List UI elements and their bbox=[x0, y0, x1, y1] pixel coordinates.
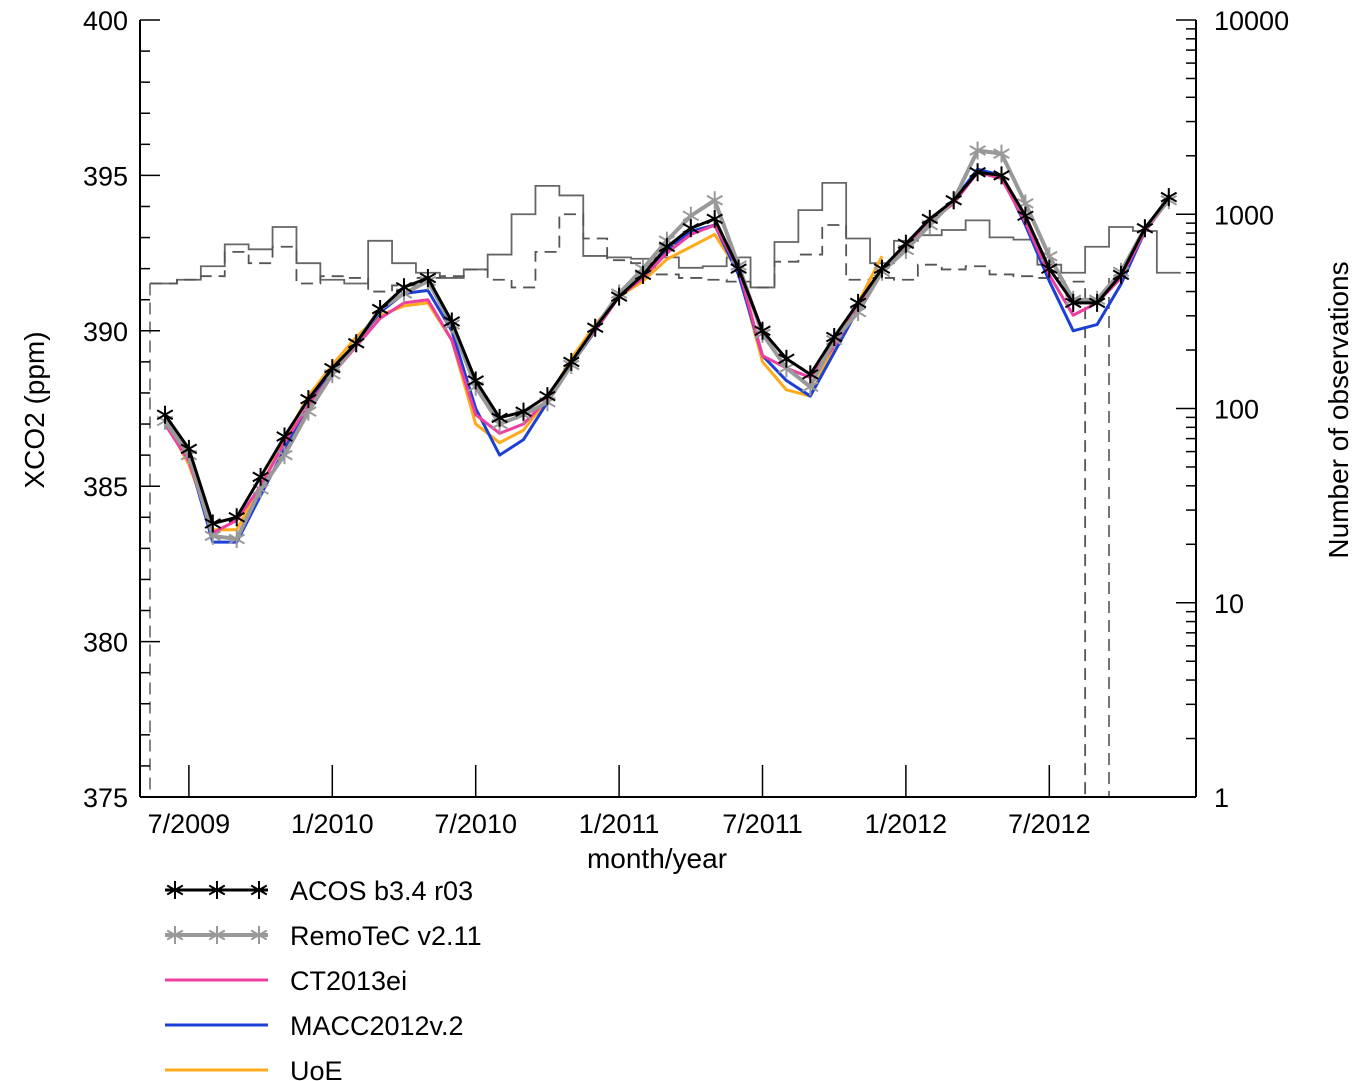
y-tick-label: 380 bbox=[83, 628, 128, 658]
series-marker-acos-b3-4-r03 bbox=[1112, 265, 1130, 284]
series-marker-acos-b3-4-r03 bbox=[419, 268, 437, 287]
series-marker-acos-b3-4-r03 bbox=[1160, 188, 1178, 207]
series-marker-remotec-v2-11 bbox=[969, 141, 986, 160]
series-marker-remotec-v2-11 bbox=[228, 530, 245, 549]
y-tick-label: 375 bbox=[83, 783, 128, 813]
series-line-ct2013ei bbox=[163, 170, 1170, 535]
series-marker-acos-b3-4-r03 bbox=[443, 312, 461, 331]
series-marker-acos-b3-4-r03 bbox=[347, 334, 365, 353]
y-tick-label: 385 bbox=[83, 472, 128, 502]
series-marker-acos-b3-4-r03 bbox=[825, 328, 843, 347]
series-marker-acos-b3-4-r03 bbox=[945, 191, 962, 210]
legend-marker-remotec-v2-11 bbox=[250, 926, 268, 944]
series-marker-acos-b3-4-r03 bbox=[897, 234, 915, 253]
y2-tick-label: 1 bbox=[1214, 783, 1229, 813]
x-tick-label: 1/2012 bbox=[865, 809, 948, 839]
series-marker-remotec-v2-11 bbox=[993, 144, 1010, 163]
legend-label-acos-b3-4-r03: ACOS b3.4 r03 bbox=[290, 876, 473, 906]
series-marker-acos-b3-4-r03 bbox=[730, 259, 747, 278]
series-marker-acos-b3-4-r03 bbox=[276, 427, 293, 446]
series-marker-remotec-v2-11 bbox=[276, 446, 293, 465]
series-marker-acos-b3-4-r03 bbox=[682, 219, 700, 238]
series-line-macc2012v-2 bbox=[163, 167, 1171, 544]
series-marker-acos-b3-4-r03 bbox=[778, 349, 795, 368]
series-marker-remotec-v2-11 bbox=[706, 191, 723, 210]
legend-marker-remotec-v2-11 bbox=[166, 926, 184, 944]
chart-legend: ACOS b3.4 r03 RemoTeC v2.11 CT2013ei MACC20… bbox=[165, 876, 482, 1081]
series-line-acos-b3-4-r03 bbox=[163, 170, 1170, 525]
series-marker-acos-b3-4-r03 bbox=[754, 321, 771, 340]
y2-tick-label: 100 bbox=[1214, 395, 1259, 425]
x-tick-label: 7/2010 bbox=[434, 809, 517, 839]
x-tick-label: 7/2011 bbox=[722, 809, 803, 839]
legend-marker-remotec-v2-11 bbox=[208, 926, 226, 944]
observation-step-line-1 bbox=[150, 182, 1181, 289]
observation-step-line-2 bbox=[150, 213, 1181, 798]
x-tick-label: 7/2012 bbox=[1008, 809, 1091, 839]
series-marker-acos-b3-4-r03 bbox=[252, 467, 269, 486]
series-marker-acos-b3-4-r03 bbox=[969, 163, 986, 182]
series-marker-acos-b3-4-r03 bbox=[1041, 259, 1058, 278]
series-marker-acos-b3-4-r03 bbox=[371, 300, 389, 319]
series-marker-acos-b3-4-r03 bbox=[539, 387, 556, 406]
series-marker-acos-b3-4-r03 bbox=[395, 278, 413, 297]
y2-tick-label: 10000 bbox=[1214, 6, 1289, 36]
x-tick-label: 7/2009 bbox=[148, 809, 231, 839]
series-marker-acos-b3-4-r03 bbox=[563, 352, 580, 371]
series-marker-acos-b3-4-r03 bbox=[300, 390, 317, 409]
series-marker-acos-b3-4-r03 bbox=[873, 259, 891, 278]
series-marker-acos-b3-4-r03 bbox=[921, 209, 939, 228]
chart-axes bbox=[139, 20, 1197, 798]
y-tick-label: 395 bbox=[83, 161, 128, 191]
series-marker-acos-b3-4-r03 bbox=[586, 318, 604, 337]
series-marker-acos-b3-4-r03 bbox=[1017, 206, 1034, 225]
x-tick-label: 1/2010 bbox=[291, 809, 374, 839]
y2-tick-label: 10 bbox=[1214, 589, 1244, 619]
series-marker-acos-b3-4-r03 bbox=[228, 508, 245, 527]
series-marker-acos-b3-4-r03 bbox=[706, 209, 723, 228]
series-marker-acos-b3-4-r03 bbox=[324, 359, 341, 378]
legend-marker-acos-b3-4-r03 bbox=[208, 881, 226, 899]
axis-ticks: 375 380 385 390 395 400 1 10 100 1000 10000 7/2009 1… bbox=[83, 6, 1289, 839]
legend-label-remotec-v2-11: RemoTeC v2.11 bbox=[290, 921, 482, 951]
y-tick-label: 390 bbox=[83, 317, 128, 347]
observation-count-steps bbox=[149, 182, 1181, 798]
series-marker-acos-b3-4-r03 bbox=[802, 365, 819, 384]
xco2-series-lines bbox=[156, 141, 1178, 549]
legend-marker-acos-b3-4-r03 bbox=[166, 881, 184, 899]
series-marker-acos-b3-4-r03 bbox=[467, 371, 484, 390]
y2-axis-title: Number of observations bbox=[1323, 261, 1354, 558]
series-marker-acos-b3-4-r03 bbox=[1088, 293, 1106, 312]
series-marker-acos-b3-4-r03 bbox=[993, 166, 1010, 185]
y2-tick-label: 1000 bbox=[1214, 200, 1274, 230]
y-axis-title: XCO2 (ppm) bbox=[19, 331, 50, 488]
x-tick-label: 1/2011 bbox=[579, 809, 660, 839]
series-marker-acos-b3-4-r03 bbox=[1136, 219, 1154, 238]
series-marker-acos-b3-4-r03 bbox=[849, 293, 867, 312]
legend-marker-acos-b3-4-r03 bbox=[250, 881, 268, 899]
series-marker-acos-b3-4-r03 bbox=[491, 408, 508, 427]
legend-label-macc2012v-2: MACC2012v.2 bbox=[290, 1011, 464, 1041]
series-marker-acos-b3-4-r03 bbox=[204, 514, 222, 533]
series-marker-acos-b3-4-r03 bbox=[1064, 293, 1082, 312]
series-marker-acos-b3-4-r03 bbox=[610, 287, 628, 306]
series-marker-acos-b3-4-r03 bbox=[515, 402, 532, 421]
series-marker-acos-b3-4-r03 bbox=[156, 405, 174, 424]
x-axis-title: month/year bbox=[587, 843, 727, 874]
series-marker-acos-b3-4-r03 bbox=[658, 237, 676, 256]
legend-label-uoe: UoE bbox=[290, 1056, 343, 1081]
y-tick-label: 400 bbox=[83, 6, 128, 36]
legend-label-ct2013ei: CT2013ei bbox=[290, 966, 407, 996]
series-marker-acos-b3-4-r03 bbox=[180, 439, 198, 458]
series-marker-acos-b3-4-r03 bbox=[634, 265, 652, 284]
